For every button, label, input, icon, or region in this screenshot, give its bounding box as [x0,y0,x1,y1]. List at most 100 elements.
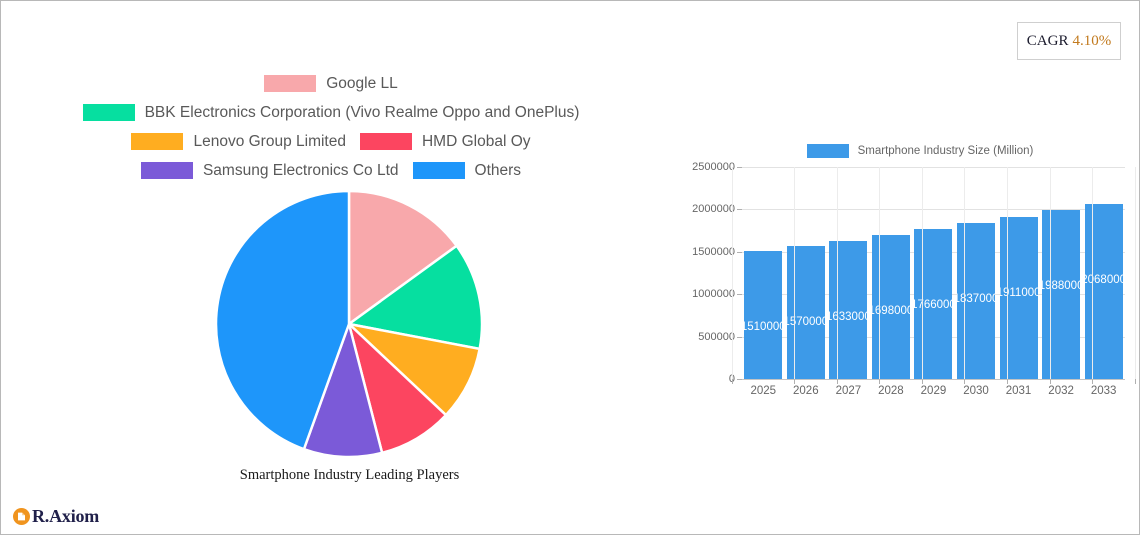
legend-swatch [264,75,317,92]
vertical-gridline [964,167,965,379]
pie-slice[interactable] [347,189,459,327]
legend-swatch [82,104,135,121]
vertical-gridline [922,167,923,379]
bar[interactable]: 1837000 [957,223,995,379]
x-axis: 2025 2026 2027 2028 2029 2030 2031 2032 2033 [742,385,1125,397]
gridline [742,209,1125,211]
bars-container: 1510000 1570000 1633000 1698000 1766000 18370… [742,167,1125,379]
bar-column: 1837000 [957,167,995,379]
x-axis-tick-label: 2028 [878,385,904,397]
legend-item[interactable]: Google LL [264,75,398,93]
y-axis-tick-label: 1000000 [692,288,735,301]
vertical-gridline [794,167,795,379]
vertical-gridline [1050,167,1051,379]
bar-column: 1570000 [786,167,825,379]
bar-chart-legend: Smartphone Industry Size (Million) [709,141,1131,161]
x-axis-tick-label: 2030 [963,385,989,397]
x-axis-tick-mark [794,379,795,384]
bar[interactable]: 2068000 [1084,203,1123,379]
x-axis-tick-label: 2032 [1048,385,1074,397]
bar[interactable]: 1570000 [786,245,825,379]
x-axis-tick-mark [1050,379,1051,384]
legend-item[interactable]: BBK Electronics Corporation (Vivo Realme… [82,103,580,122]
bar-value-label: 1988000 [1042,280,1080,293]
bar-chart-panel: Smartphone Industry Size (Million) 0 5000… [669,141,1136,413]
legend-row: Samsung Electronics Co Ltd Others [1,160,661,181]
pie-chart-panel: Google LL BBK Electronics Corporation (Vi… [1,61,661,501]
legend-label: Lenovo Group Limited [193,132,346,150]
document-icon [13,508,30,525]
x-axis-tick-label: 2033 [1090,385,1117,397]
pie-chart-area: Smartphone Industry Leading Players [1,189,661,489]
bar-column: 2068000 [1084,167,1123,379]
legend-item[interactable]: Others [412,161,522,180]
bar[interactable]: 1911000 [999,216,1038,379]
gridline [742,379,1125,380]
x-axis-tick-mark [922,379,923,384]
bar[interactable]: 1633000 [829,240,868,379]
legend-label: Google LL [326,74,398,92]
legend-label: HMD Global Oy [421,132,531,150]
brand-logo-text: R.Axiom [32,506,100,526]
x-axis-tick-mark [879,379,880,384]
y-axis-tick-label: 1500000 [692,245,735,258]
pie-slice[interactable] [345,244,484,351]
legend-swatch-industry-size [806,144,849,158]
y-axis-tick-label: 500000 [698,330,735,343]
bar[interactable]: 1988000 [1042,210,1081,379]
pie-slice[interactable] [302,319,384,459]
cagr-badge: CAGR 4.10% [1017,22,1121,60]
vertical-gridline [879,167,880,379]
bar-column: 1766000 [914,167,953,379]
legend-label: BBK Electronics Corporation (Vivo Realme… [144,103,580,121]
cagr-value: 4.10% [1072,32,1112,49]
bar-column: 1911000 [999,167,1038,379]
cagr-label: CAGR [1026,32,1069,49]
y-axis-tick-mark [737,251,742,253]
gridline [742,167,1125,168]
legend-row: BBK Electronics Corporation (Vivo Realme… [1,102,661,123]
x-axis-tick-mark [964,379,965,384]
legend-row: Lenovo Group Limited HMD Global Oy [1,131,661,152]
vertical-gridline [1135,167,1136,379]
legend-swatch [131,133,184,150]
bar[interactable]: 1766000 [914,229,953,379]
legend-item[interactable]: Samsung Electronics Co Ltd [140,161,399,180]
legend-swatch [359,133,412,150]
vertical-gridline [1092,167,1093,379]
y-axis-tick-label: 0 [729,373,735,385]
y-axis-tick-label: 2000000 [692,203,735,216]
legend-label: Others [474,161,522,179]
y-axis-tick-mark [737,209,742,211]
x-axis-tick-label: 2031 [1005,385,1032,397]
bar-value-label: 1766000 [914,299,952,312]
legend-label: Samsung Electronics Co Ltd [202,161,399,179]
x-axis-tick-label: 2026 [793,385,819,397]
bar-column: 1698000 [871,167,910,379]
bar[interactable]: 1510000 [744,250,783,379]
bar-value-label: 1837000 [957,293,995,306]
legend-item[interactable]: Lenovo Group Limited [131,133,346,151]
legend-item[interactable]: HMD Global Oy [359,132,531,151]
bar-value-label: 1510000 [744,320,782,333]
legend-row: Google LL [1,73,661,94]
pie-chart-svg [214,189,484,459]
bar-value-label: 2068000 [1085,273,1123,286]
x-axis-tick-mark [1007,379,1008,384]
x-axis-tick-mark [732,379,733,384]
bar-value-label: 1698000 [872,305,910,318]
bar-value-label: 1633000 [829,310,867,323]
bar-column: 1510000 [744,167,783,379]
vertical-gridline [837,167,838,379]
x-axis-tick-mark [837,379,838,384]
y-axis-tick-label: 2500000 [692,161,735,173]
brand-logo: R.Axiom [13,506,99,527]
pie-slice[interactable] [214,189,351,451]
bar-value-label: 1911000 [999,286,1038,299]
x-axis-tick-mark [1135,379,1136,384]
bar-chart-plot: 0 500000 1000000 1500000 2000000 2500000 1510… [669,161,1136,412]
y-axis-tick-mark [737,336,742,338]
y-axis-tick-mark [737,379,742,380]
bar[interactable]: 1698000 [871,235,910,379]
